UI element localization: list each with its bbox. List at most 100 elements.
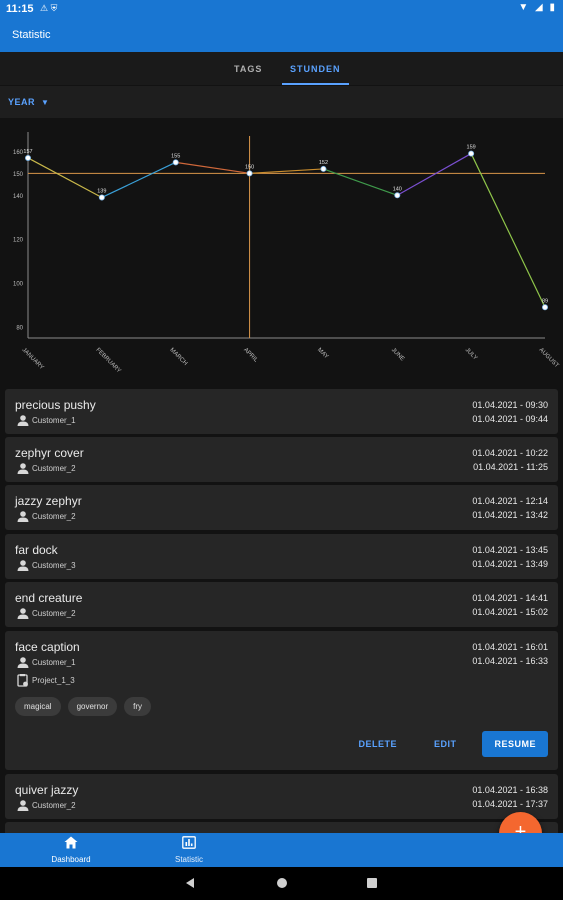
entry-customer: Customer_2 bbox=[17, 608, 76, 619]
data-label: 89 bbox=[542, 298, 548, 304]
filter-bar: YEAR ▼ bbox=[0, 86, 563, 118]
data-point bbox=[98, 194, 105, 201]
entry-card[interactable]: quiver jazzy Customer_2 01.04.2021 - 16:… bbox=[5, 774, 558, 819]
x-tick-label: APRIL bbox=[242, 347, 259, 364]
data-label: 152 bbox=[319, 160, 328, 166]
notification-icons: ⚠ ⛨ bbox=[40, 3, 58, 13]
home-circle-icon[interactable] bbox=[277, 878, 287, 888]
entry-card-expanded[interactable]: face caption Customer_1 Project_1_3 01.0… bbox=[5, 631, 558, 770]
x-tick-label: AUGUST bbox=[538, 347, 560, 369]
entry-name: zephyr cover bbox=[15, 446, 84, 460]
y-tick-label: 140 bbox=[13, 194, 24, 200]
entry-times: 01.04.2021 - 12:14 01.04.2021 - 13:42 bbox=[472, 495, 548, 522]
x-tick-label: JUNE bbox=[390, 347, 405, 362]
project-icon bbox=[17, 674, 28, 687]
entry-name: quiver jazzy bbox=[15, 783, 79, 797]
entry-customer: Customer_1 bbox=[17, 415, 76, 426]
y-tick-label: 150 bbox=[13, 172, 24, 178]
data-point bbox=[172, 159, 179, 166]
entry-card-partial[interactable] bbox=[5, 822, 558, 836]
nav-statistic[interactable]: Statistic bbox=[162, 836, 216, 864]
nav-statistic-label: Statistic bbox=[174, 855, 203, 864]
series-segment bbox=[175, 161, 250, 174]
data-point bbox=[246, 170, 253, 177]
entry-card[interactable]: zephyr cover Customer_2 01.04.2021 - 10:… bbox=[5, 437, 558, 482]
system-navigation-bar bbox=[0, 867, 563, 900]
tab-tags[interactable]: TAGS bbox=[234, 64, 263, 74]
chart-svg: 80 100 120 140 150 160 157 139 155 150 152 140 159 89… bbox=[13, 132, 560, 374]
period-dropdown[interactable]: YEAR ▼ bbox=[8, 97, 49, 107]
recents-icon[interactable] bbox=[367, 878, 377, 888]
entry-end: 01.04.2021 - 16:33 bbox=[472, 655, 548, 666]
back-icon[interactable] bbox=[186, 878, 194, 888]
app-bar: Statistic bbox=[0, 18, 563, 52]
entry-start: 01.04.2021 - 12:14 bbox=[472, 496, 548, 506]
edit-button[interactable]: EDIT bbox=[433, 739, 457, 749]
entry-end: 01.04.2021 - 11:25 bbox=[473, 461, 548, 472]
entry-customer-label: Customer_3 bbox=[32, 561, 76, 570]
entry-actions: DELETE EDIT RESUME bbox=[331, 731, 548, 757]
entry-customer: Customer_2 bbox=[17, 800, 76, 811]
entry-card[interactable]: far dock Customer_3 01.04.2021 - 13:45 0… bbox=[5, 534, 558, 579]
person-icon bbox=[17, 800, 29, 811]
resume-button[interactable]: RESUME bbox=[482, 731, 548, 757]
nav-dashboard[interactable]: Dashboard bbox=[42, 836, 100, 864]
entry-customer-label: Customer_1 bbox=[32, 658, 76, 667]
entry-card[interactable]: precious pushy Customer_1 01.04.2021 - 0… bbox=[5, 389, 558, 434]
entry-start: 01.04.2021 - 13:45 bbox=[472, 545, 548, 555]
y-tick-label: 80 bbox=[16, 326, 23, 332]
system-status-icons: ▼ ◢ ▮ bbox=[518, 2, 557, 13]
data-point bbox=[542, 304, 549, 311]
tab-bar: TAGS STUNDEN bbox=[0, 52, 563, 85]
tab-stunden[interactable]: STUNDEN bbox=[290, 64, 341, 74]
data-point bbox=[320, 165, 327, 172]
status-bar: 11:15 ⚠ ⛨ ▼ ◢ ▮ bbox=[0, 0, 563, 18]
entry-start: 01.04.2021 - 14:41 bbox=[472, 593, 548, 603]
period-dropdown-value: YEAR bbox=[8, 97, 36, 107]
person-icon bbox=[17, 657, 29, 668]
entry-times: 01.04.2021 - 16:38 01.04.2021 - 17:37 bbox=[472, 784, 548, 811]
entry-end: 01.04.2021 - 09:44 bbox=[472, 413, 548, 424]
entry-customer: Customer_1 bbox=[17, 657, 76, 668]
data-label: 140 bbox=[393, 186, 402, 192]
series-segment bbox=[249, 168, 324, 174]
entry-customer: Customer_2 bbox=[17, 511, 76, 522]
x-tick-label: JANUARY bbox=[21, 347, 45, 371]
entry-name: precious pushy bbox=[15, 398, 96, 412]
entry-customer-label: Customer_2 bbox=[32, 512, 76, 521]
y-tick-label: 100 bbox=[13, 282, 24, 288]
entry-end: 01.04.2021 - 13:42 bbox=[472, 509, 548, 520]
entry-card[interactable]: end creature Customer_2 01.04.2021 - 14:… bbox=[5, 582, 558, 627]
line-chart: 80 100 120 140 150 160 157 139 155 150 152 140 159 89… bbox=[0, 118, 563, 388]
person-icon bbox=[17, 511, 29, 522]
x-tick-label: MAY bbox=[316, 347, 329, 360]
delete-button[interactable]: DELETE bbox=[358, 739, 397, 749]
x-tick-label: JULY bbox=[464, 347, 478, 361]
entry-times: 01.04.2021 - 10:22 01.04.2021 - 11:25 bbox=[472, 447, 548, 474]
tag-chip[interactable]: fry bbox=[124, 697, 152, 716]
entry-card[interactable]: jazzy zephyr Customer_2 01.04.2021 - 12:… bbox=[5, 485, 558, 530]
entry-name: face caption bbox=[15, 640, 80, 654]
data-point bbox=[24, 154, 31, 161]
plus-icon: + bbox=[514, 821, 527, 843]
data-label: 155 bbox=[171, 153, 180, 159]
home-icon bbox=[64, 836, 78, 849]
entry-project: Project_1_3 bbox=[17, 674, 75, 687]
series-segment bbox=[101, 161, 176, 199]
entry-start: 01.04.2021 - 10:22 bbox=[472, 448, 548, 458]
entry-name: far dock bbox=[15, 543, 58, 557]
entry-times: 01.04.2021 - 13:45 01.04.2021 - 13:49 bbox=[472, 544, 548, 571]
entry-name: jazzy zephyr bbox=[15, 494, 82, 508]
person-icon bbox=[17, 415, 29, 426]
tag-chip[interactable]: governor bbox=[67, 697, 118, 716]
y-tick-label: 160 bbox=[13, 150, 24, 156]
tag-chip[interactable]: magical bbox=[15, 697, 61, 716]
chevron-down-icon: ▼ bbox=[41, 98, 50, 107]
series-segment bbox=[396, 153, 472, 196]
entry-customer-label: Customer_2 bbox=[32, 464, 76, 473]
entry-start: 01.04.2021 - 16:01 bbox=[472, 642, 548, 652]
entries-list[interactable]: precious pushy Customer_1 01.04.2021 - 0… bbox=[0, 388, 563, 836]
person-icon bbox=[17, 608, 29, 619]
data-label: 157 bbox=[23, 149, 32, 155]
y-tick-label: 120 bbox=[13, 238, 24, 244]
